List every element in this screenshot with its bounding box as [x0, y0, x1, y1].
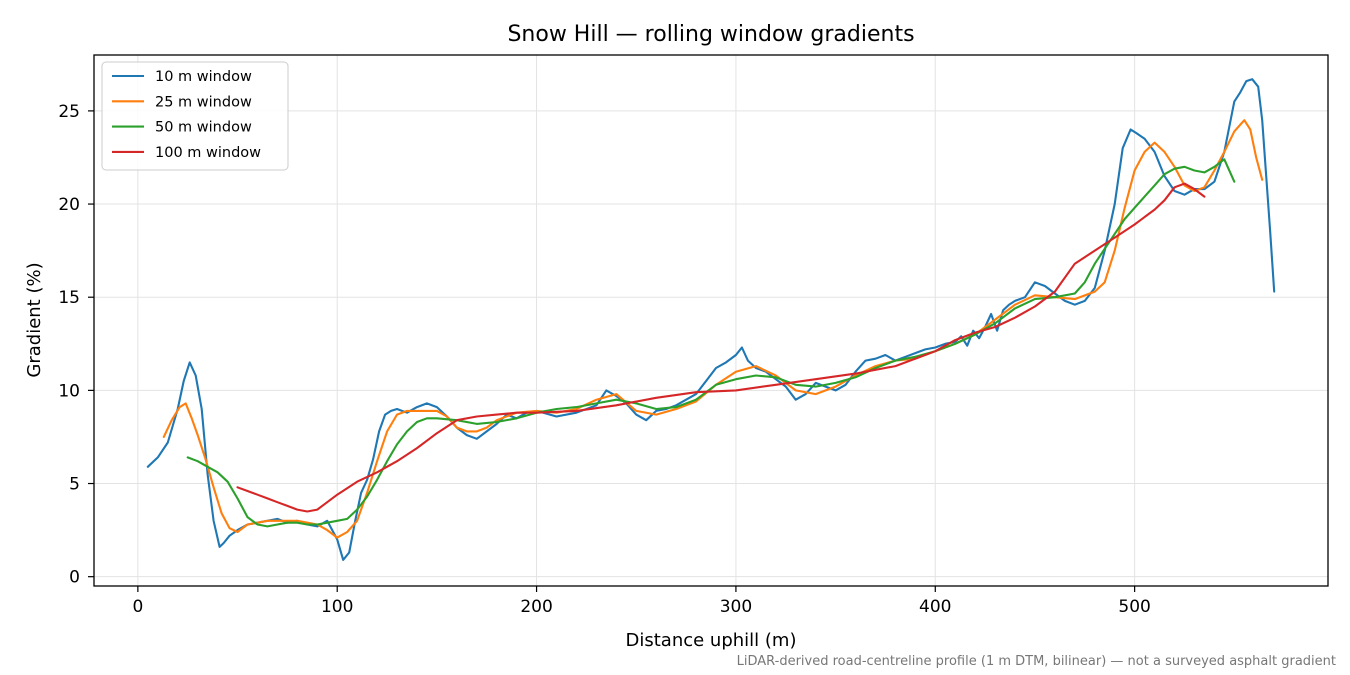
x-tick-label: 500 — [1118, 597, 1150, 617]
x-tick-label: 100 — [321, 597, 353, 617]
y-tick-label: 0 — [69, 568, 80, 588]
series-line-2 — [162, 119, 1264, 539]
y-tick-label: 5 — [69, 475, 80, 495]
series-layer — [146, 78, 1276, 561]
footnote: LiDAR-derived road-centreline profile (1… — [737, 654, 1336, 669]
y-axis-label: Gradient (%) — [24, 262, 45, 377]
axis-ticks: 0 100 200 300 400 500 0 5 10 15 20 25 — [58, 102, 1150, 617]
legend-label-4: 100 m window — [155, 145, 261, 161]
y-tick-label: 10 — [58, 381, 80, 401]
y-tick-label: 15 — [58, 288, 80, 308]
x-tick-label: 200 — [520, 597, 552, 617]
legend-label-2: 25 m window — [155, 94, 252, 110]
legend: 10 m window 25 m window 50 m window 100 m w… — [101, 61, 289, 171]
x-tick-label: 400 — [919, 597, 951, 617]
x-axis-label: Distance uphill (m) — [626, 630, 797, 651]
legend-label-1: 10 m window — [155, 69, 252, 85]
legend-box — [101, 61, 289, 171]
legend-label-3: 50 m window — [155, 120, 252, 136]
plot-frame — [93, 54, 1329, 587]
y-tick-label: 25 — [58, 102, 80, 122]
series-line-4 — [236, 182, 1206, 513]
x-tick-label: 0 — [132, 597, 143, 617]
chart-title: Snow Hill — rolling window gradients — [507, 22, 914, 47]
series-line-3 — [186, 158, 1236, 528]
grid-lines — [94, 55, 1328, 586]
x-tick-label: 300 — [720, 597, 752, 617]
y-tick-label: 20 — [58, 195, 80, 215]
